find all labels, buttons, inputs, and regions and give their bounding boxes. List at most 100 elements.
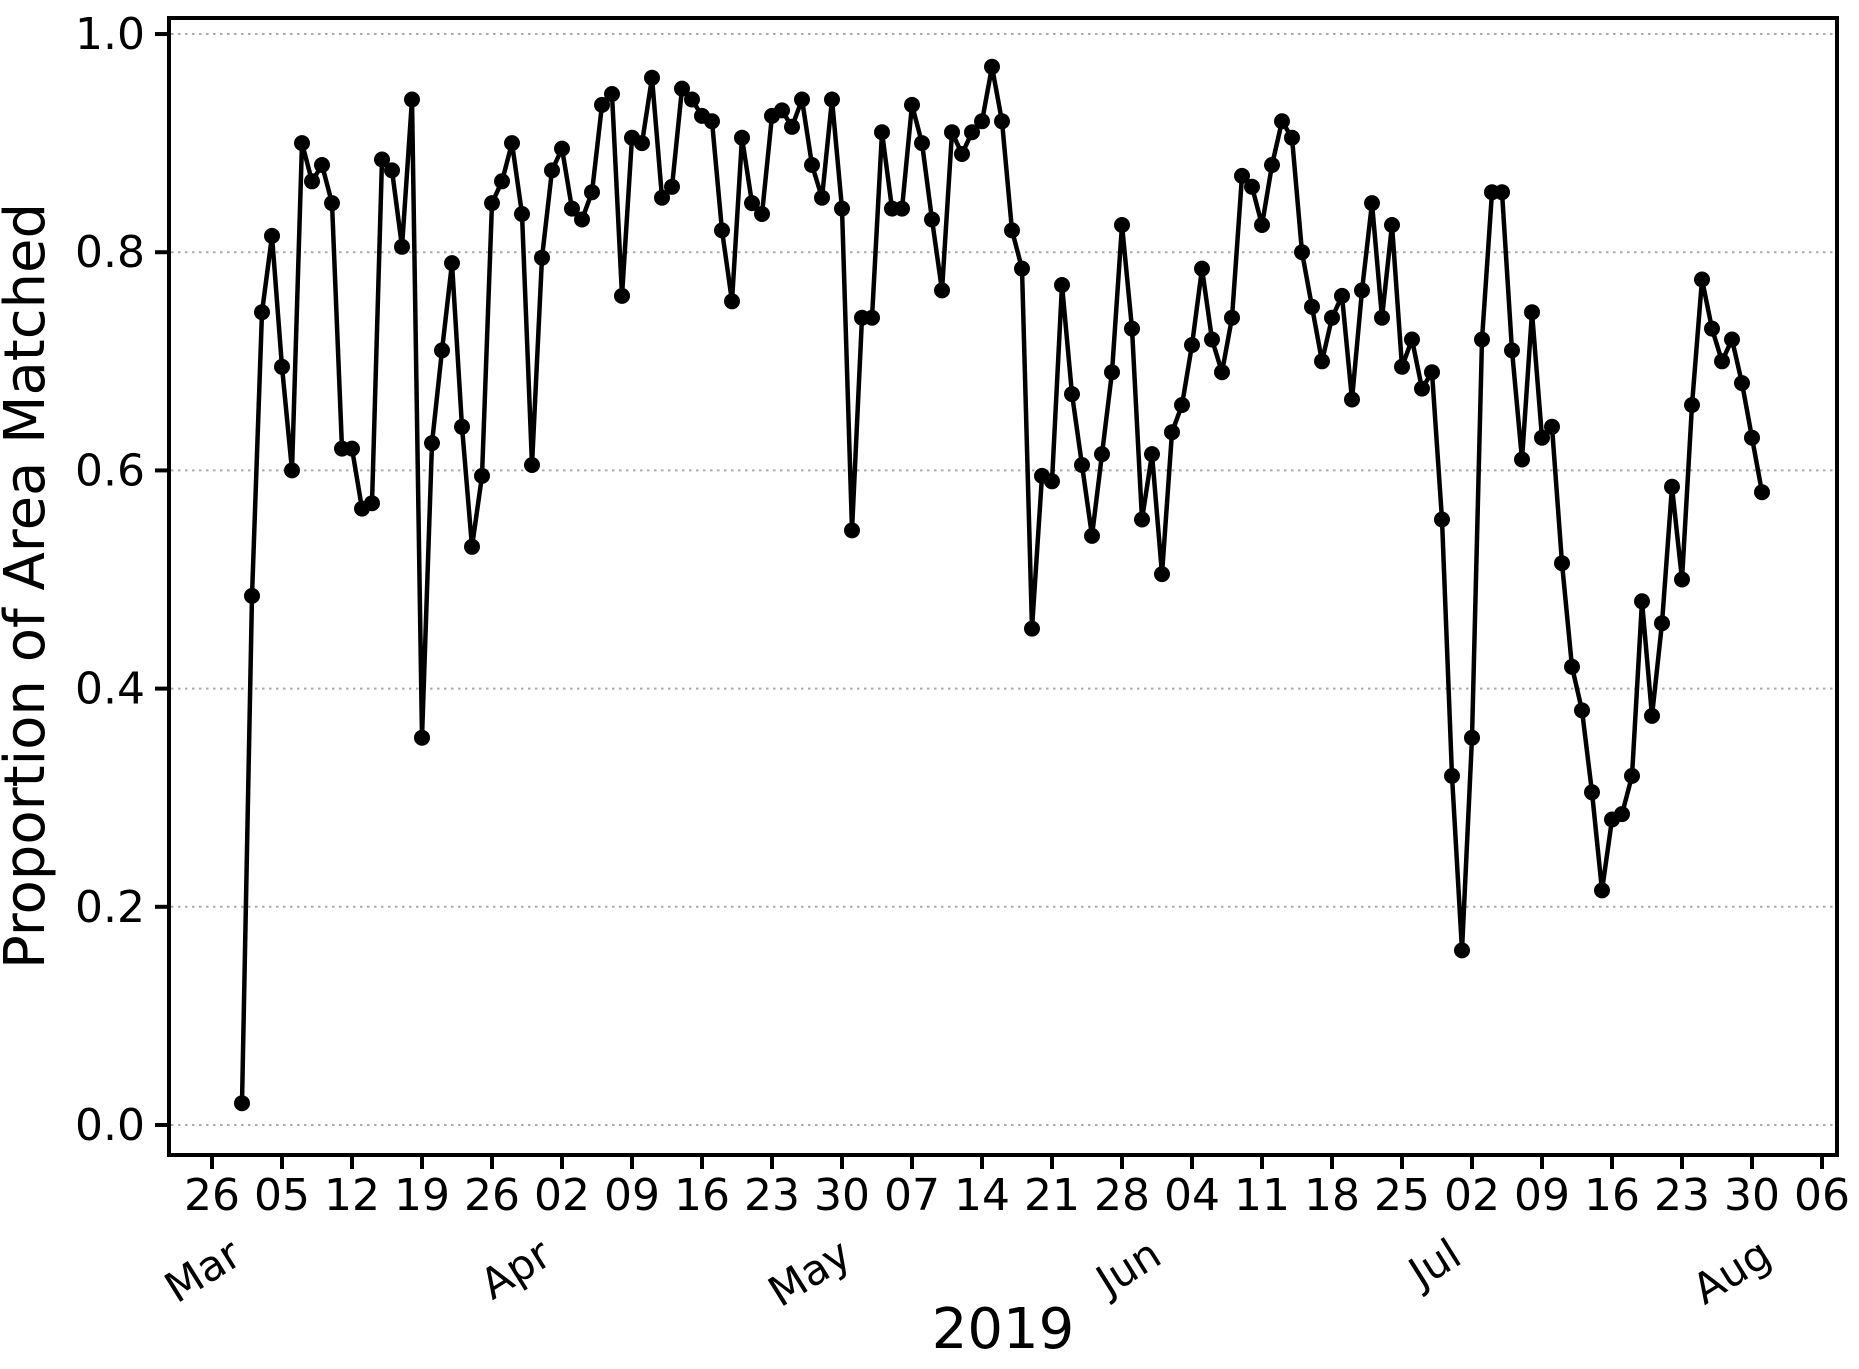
data-point [1354,282,1370,299]
data-point [734,129,750,146]
x-tick-label: 04 [1164,1170,1220,1221]
data-point [1174,397,1190,413]
data-point [444,255,460,272]
data-point [804,157,820,173]
data-point [1734,375,1750,392]
data-point [514,206,530,222]
data-point [364,495,380,512]
data-point [1254,217,1270,233]
data-point [554,140,570,157]
data-point [1294,244,1310,261]
x-tick-label: 26 [184,1170,240,1221]
x-tick-label: 25 [1374,1170,1430,1221]
data-point [434,342,450,359]
data-point [1514,451,1530,468]
x-tick-label: 16 [674,1170,730,1221]
data-point [1594,882,1610,899]
data-point [474,467,490,484]
data-point [1124,320,1140,337]
x-month-label: Jul [1398,1229,1469,1299]
data-point [964,124,980,141]
data-point [1334,287,1350,304]
data-point [664,178,680,195]
data-point [844,522,860,539]
data-point [234,1095,250,1112]
data-point [1654,615,1670,632]
x-month-label: Jun [1085,1229,1169,1307]
data-point [1194,260,1210,277]
data-point [504,135,520,152]
data-point [1144,446,1160,463]
x-tick-label: 02 [1444,1170,1500,1221]
data-point [984,58,1000,75]
y-tick-label: 1.0 [75,9,145,60]
data-point [1164,424,1180,441]
data-point [1384,217,1400,233]
data-point [594,96,610,113]
data-point [894,200,910,217]
data-point [634,135,650,152]
data-point [314,157,330,173]
data-point [1724,331,1740,348]
data-point [1274,113,1290,130]
data-point [614,287,630,304]
y-tick-label: 0.4 [75,664,145,715]
x-tick-label: 07 [884,1170,940,1221]
data-point [914,135,930,152]
x-tick-label: 02 [534,1170,590,1221]
data-point [1414,380,1430,397]
data-point [564,200,580,217]
data-point [814,189,830,206]
data-point [1454,942,1470,959]
data-point [584,184,600,201]
x-tick-label: 11 [1234,1170,1290,1221]
x-axis-title: 2019 [932,1297,1075,1362]
data-point [1224,309,1240,326]
data-point [1064,386,1080,403]
data-point [1084,527,1100,544]
data-point [304,173,320,190]
data-point [464,538,480,555]
data-point [1284,129,1300,146]
data-point [1684,397,1700,413]
x-tick-label: 12 [324,1170,380,1221]
data-point [1494,184,1510,201]
data-point [574,211,590,228]
x-tick-label: 19 [394,1170,450,1221]
data-point [1134,511,1150,528]
data-point [324,195,340,212]
data-point [834,200,850,217]
data-point [604,86,620,102]
data-point [544,162,560,179]
data-point [1444,767,1460,784]
data-point [1674,571,1690,588]
x-tick-label: 05 [254,1170,310,1221]
data-point [824,91,840,108]
x-tick-label: 28 [1094,1170,1150,1221]
data-point [274,358,290,375]
data-point [1004,222,1020,239]
x-tick-label: 23 [744,1170,800,1221]
data-point [1264,157,1280,173]
data-point [1554,555,1570,572]
data-point [1344,391,1360,408]
data-point [254,304,270,321]
data-point [874,124,890,141]
data-point [534,249,550,266]
data-line [239,64,1765,1106]
data-point [394,238,410,255]
data-point [454,418,470,435]
data-point [774,102,790,119]
data-point [1634,593,1650,610]
data-point [484,195,500,212]
data-point [414,729,430,746]
data-point [1324,309,1340,326]
data-point [944,124,960,141]
data-point [704,113,720,130]
data-point [1304,298,1320,315]
data-point [1094,446,1110,463]
data-point [1574,702,1590,719]
data-point [284,462,300,479]
x-tick-label: 30 [1724,1170,1780,1221]
